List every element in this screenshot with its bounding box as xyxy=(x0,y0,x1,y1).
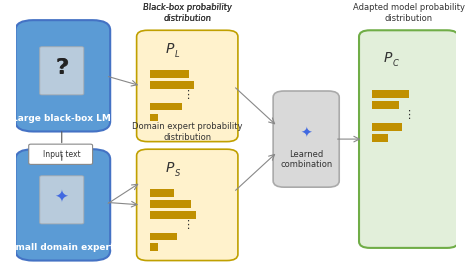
Text: ✦: ✦ xyxy=(55,188,69,206)
Text: ⋮: ⋮ xyxy=(182,220,193,230)
FancyBboxPatch shape xyxy=(16,20,110,131)
Text: P: P xyxy=(165,42,174,56)
Text: P: P xyxy=(383,51,392,65)
FancyBboxPatch shape xyxy=(16,149,110,261)
Text: ⋮: ⋮ xyxy=(403,110,414,120)
Text: C: C xyxy=(392,59,399,68)
Bar xyxy=(150,103,182,111)
Bar xyxy=(372,101,399,109)
Text: ✦: ✦ xyxy=(301,127,312,141)
Bar xyxy=(372,123,402,131)
FancyBboxPatch shape xyxy=(137,30,238,142)
Bar xyxy=(150,233,177,240)
Text: ?: ? xyxy=(55,58,68,78)
FancyBboxPatch shape xyxy=(359,30,458,248)
Text: Domain expert probability
distribution: Domain expert probability distribution xyxy=(132,122,243,142)
Text: Small domain expert: Small domain expert xyxy=(9,244,114,252)
FancyBboxPatch shape xyxy=(40,47,84,95)
Bar xyxy=(150,189,174,197)
Text: Learned
combination: Learned combination xyxy=(280,150,332,169)
Text: Black-box probability
distribution: Black-box probability distribution xyxy=(143,3,232,23)
Bar xyxy=(150,211,196,219)
Bar xyxy=(150,244,158,251)
Text: L: L xyxy=(175,50,180,59)
Bar xyxy=(150,81,193,89)
FancyBboxPatch shape xyxy=(137,149,238,261)
Text: P: P xyxy=(165,161,174,175)
FancyBboxPatch shape xyxy=(40,176,84,224)
FancyBboxPatch shape xyxy=(29,144,92,164)
Bar xyxy=(150,70,189,78)
Text: ?: ? xyxy=(55,57,68,79)
Bar xyxy=(372,91,409,98)
Text: Adapted model probability
distribution: Adapted model probability distribution xyxy=(353,3,465,23)
Bar xyxy=(372,134,388,142)
Bar xyxy=(150,200,191,208)
Text: S: S xyxy=(175,169,180,178)
FancyBboxPatch shape xyxy=(273,91,339,187)
Bar xyxy=(150,114,158,121)
Text: ⋮: ⋮ xyxy=(182,90,193,100)
Text: Black-box probability
distribution: Black-box probability distribution xyxy=(143,3,232,23)
Text: Input text: Input text xyxy=(43,150,81,159)
Text: Large black-box LM: Large black-box LM xyxy=(12,114,111,123)
